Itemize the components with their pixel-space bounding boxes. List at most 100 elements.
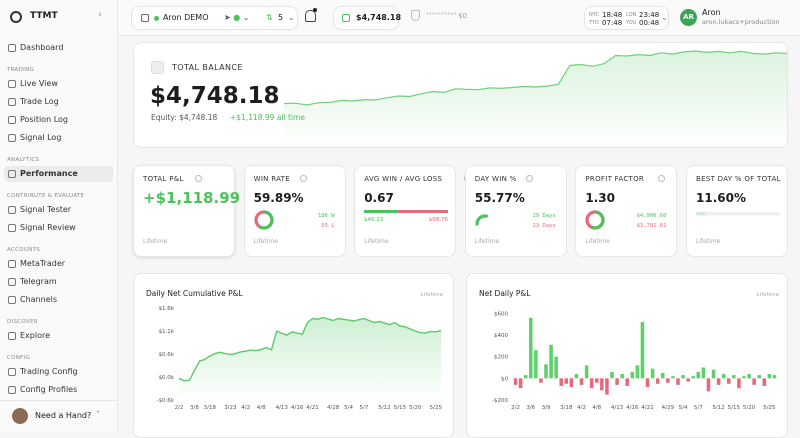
bar: [549, 344, 553, 379]
bar: [772, 375, 777, 379]
gauge: $46.23 $68.76: [364, 210, 449, 223]
avg-win-bar: [364, 210, 398, 213]
balance-label: TOTAL BALANCE: [172, 63, 243, 72]
nav-item[interactable]: MetaTrader: [4, 256, 113, 272]
stat-value: 59.89%: [253, 191, 304, 205]
x-tick-label: 4/13: [276, 405, 289, 411]
x-tick-label: 4/29: [662, 405, 675, 411]
bar: [650, 368, 655, 379]
section-title: CONFIG: [7, 355, 31, 361]
info-icon: [194, 175, 202, 182]
help-caret[interactable]: ˄: [96, 410, 100, 419]
nav-icon: [8, 296, 16, 304]
losses: 23 Days: [532, 223, 556, 229]
gauge: [253, 210, 274, 230]
stat-note: Lifetime: [143, 238, 168, 245]
info-icon: [299, 175, 307, 182]
nav-item[interactable]: Trading Config: [4, 364, 113, 380]
nav-item[interactable]: Config Profiles: [4, 382, 113, 398]
nav-icon: [8, 116, 16, 124]
bar: [615, 378, 619, 385]
y-tick-label: $0.0k: [159, 375, 175, 381]
gauge: [696, 212, 780, 216]
stat-card: BEST DAY % OF TOTAL 11.60% Lifetime: [686, 165, 788, 257]
nav-item[interactable]: Telegram: [4, 274, 113, 290]
help-bar: Need a Hand? ˄: [0, 400, 118, 432]
x-tick-label: 2/2: [175, 405, 184, 411]
y-tick-label: -$0.6k: [157, 398, 175, 404]
ring-win: [585, 210, 605, 230]
nav-item[interactable]: Signal Log: [4, 130, 113, 146]
x-tick-label: 4/2: [241, 405, 250, 411]
pnl-dots: ••••••••••: [425, 10, 457, 18]
collapse-button[interactable]: ‹: [98, 10, 102, 20]
nav-icon: [8, 170, 16, 178]
avg-loss-bar: [397, 210, 449, 213]
bar: [523, 375, 528, 379]
balance-pill[interactable]: $4,748.18: [333, 6, 401, 30]
nav-item[interactable]: Performance: [4, 166, 113, 182]
stat-value: 55.77%: [474, 191, 525, 205]
bar: [732, 375, 736, 379]
stat-card: PROFIT FACTOR 1.30 Lifetime $4,900.60 $3,781…: [575, 165, 678, 257]
x-tick-label: 3/18: [204, 405, 217, 411]
bar: [534, 350, 538, 379]
y-tick-label: $1.6k: [159, 306, 175, 312]
bar: [721, 374, 726, 379]
nav-item[interactable]: Signal Review: [4, 220, 113, 236]
bar: [711, 369, 716, 379]
x-tick-label: 5/15: [394, 405, 407, 411]
x-tick-label: 5/12: [378, 405, 390, 411]
stat-label: BEST DAY % OF TOTAL: [696, 175, 781, 183]
user-avatar[interactable]: AR: [680, 9, 697, 26]
x-tick-label: 5/12: [712, 405, 724, 411]
clock-city: NYC: [589, 12, 600, 18]
clock-caret[interactable]: ⌄: [661, 13, 668, 22]
nav-icon: [8, 278, 16, 286]
wins: $4,900.60: [636, 213, 667, 219]
bar: [716, 378, 721, 385]
x-tick-label: 5/7: [694, 405, 703, 411]
nav-item[interactable]: Live View: [4, 76, 113, 92]
clocks[interactable]: NYC 18:48 LON 23:48 TYO 07:48 YOU 00:48 ⌄: [584, 6, 669, 30]
notifications[interactable]: [305, 10, 316, 22]
nav-icon: [8, 332, 16, 340]
daily-card: Net Daily P&L Lifetime -$200 $0 $200 $400 $600…: [466, 273, 788, 438]
clock-time: 18:48: [602, 11, 623, 19]
nav-icon: [8, 224, 16, 232]
bar: [747, 374, 751, 379]
info-icon: [658, 175, 666, 182]
account-selector[interactable]: Aron DEMO ➤ ● ⌄ ⇅ 5 ⌄: [131, 6, 298, 30]
x-tick-label: 5/7: [360, 405, 369, 411]
sparkline-area: [284, 51, 787, 147]
chart-title: Net Daily P&L: [479, 289, 531, 298]
nav-item[interactable]: Explore: [4, 328, 113, 344]
x-tick-label: 4/21: [306, 405, 318, 411]
x-tick-label: 4/8: [592, 405, 601, 411]
nav-item[interactable]: Position Log: [4, 112, 113, 128]
section-title: ANALYTICS: [7, 157, 40, 163]
gauge: [585, 210, 605, 230]
bar: [559, 378, 564, 386]
stat-note: Lifetime: [696, 238, 721, 245]
nav-item[interactable]: Channels: [4, 292, 113, 308]
nav-item[interactable]: Trade Log: [4, 94, 113, 110]
section-title: DISCOVER: [7, 319, 38, 325]
bar: [544, 364, 548, 379]
bar: [671, 376, 675, 379]
shield-icon: [411, 10, 420, 21]
nav-item[interactable]: Dashboard: [4, 40, 113, 56]
help-text[interactable]: Need a Hand?: [35, 411, 92, 420]
x-tick-label: 5/20: [743, 405, 756, 411]
stat-card: TOTAL P&L +$1,118.99 Lifetime: [133, 165, 240, 257]
ring-win: [253, 210, 274, 230]
day-win-arc: [475, 214, 488, 226]
nav-item[interactable]: Signal Tester: [4, 202, 113, 218]
bar: [676, 378, 680, 385]
nav-icon: [8, 134, 16, 142]
y-tick-label: $1.1k: [159, 329, 175, 335]
nav-icon: [8, 80, 16, 88]
x-tick-label: 4/16: [626, 405, 639, 411]
bar: [569, 378, 574, 388]
